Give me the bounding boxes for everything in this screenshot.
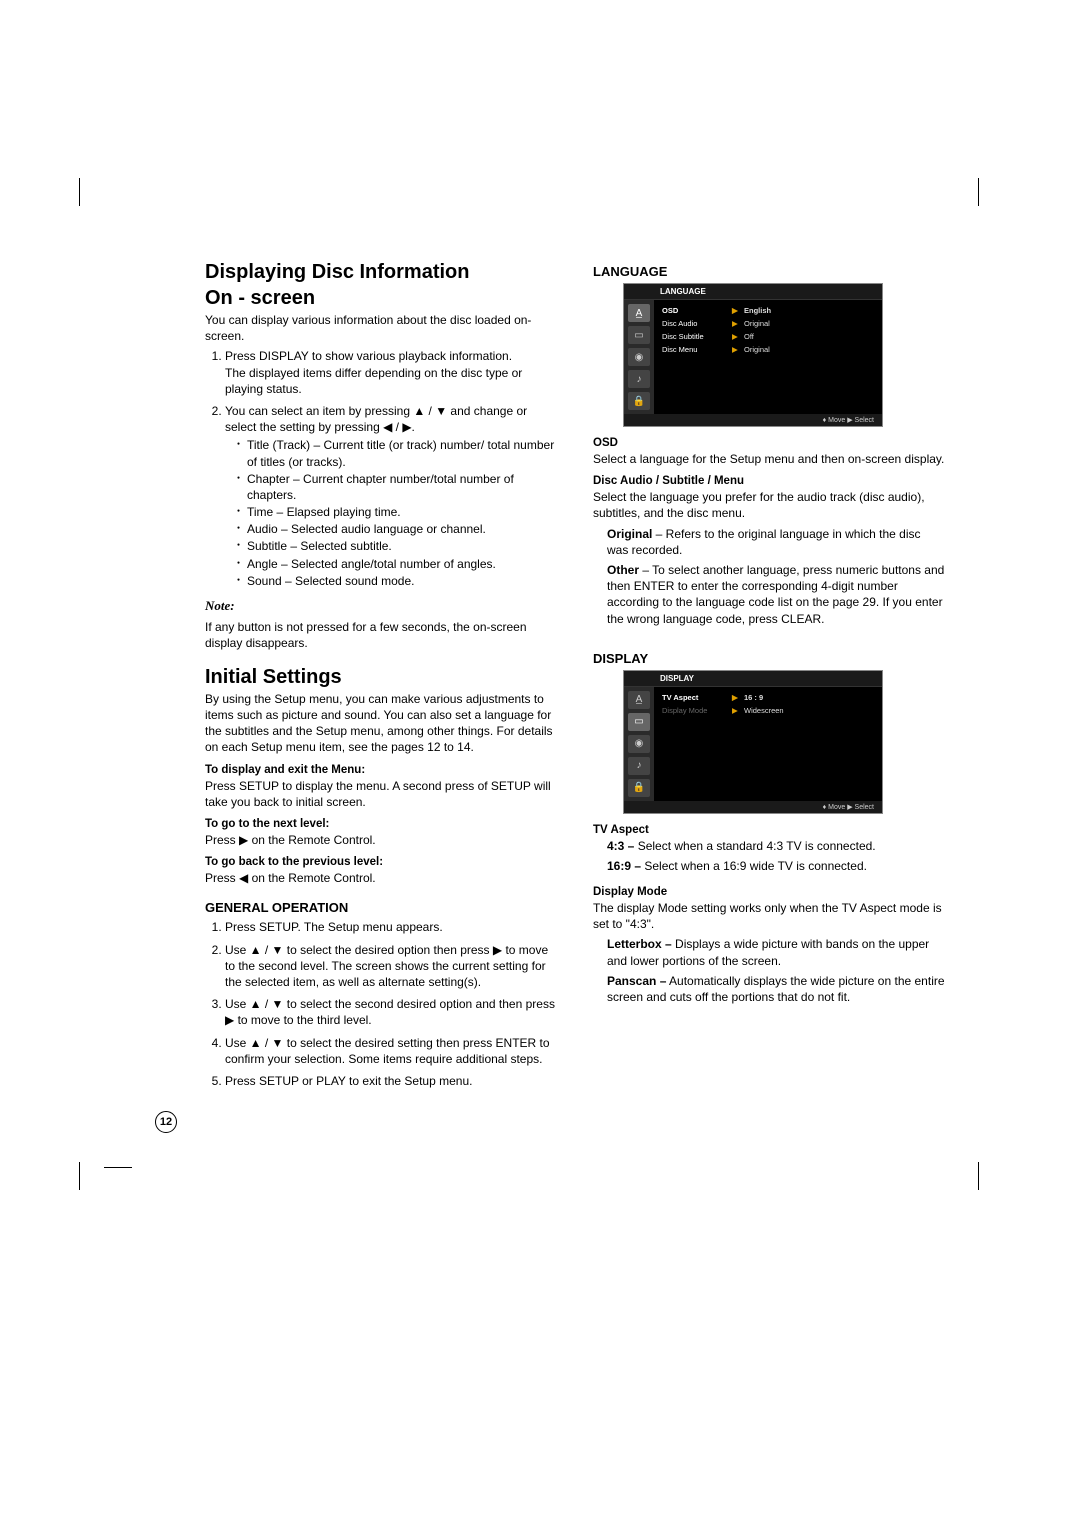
letterbox-text: Letterbox – Displays a wide picture with… xyxy=(607,936,945,968)
osd-footer-2: ♦ Move ▶ Select xyxy=(624,801,882,813)
tv43-rest: Select when a standard 4:3 TV is connect… xyxy=(634,839,875,853)
go4: Use ▲ / ▼ to select the desired setting … xyxy=(225,1035,557,1067)
sub-next-level: To go to the next level: xyxy=(205,818,557,830)
sub1-text: Press SETUP to display the menu. A secon… xyxy=(205,778,557,810)
right-column: LANGUAGE LANGUAGE A̲ ▭ ◉ ♪ 🔒 OSD▶English… xyxy=(593,260,945,1095)
note-label: Note: xyxy=(205,597,557,615)
osd-rows-language: OSD▶EnglishDisc Audio▶OriginalDisc Subti… xyxy=(654,300,882,414)
osd-row: Disc Audio▶Original xyxy=(662,317,874,330)
step2-text: You can select an item by pressing ▲ / ▼… xyxy=(225,404,527,434)
osd-row: Disc Subtitle▶Off xyxy=(662,330,874,343)
osd-sidebar-icons-2: A̲ ▭ ◉ ♪ 🔒 xyxy=(624,687,654,801)
original-rest: – Refers to the original language in whi… xyxy=(607,527,921,557)
language-icon: A̲ xyxy=(628,691,650,709)
tv43-bold: 4:3 – xyxy=(607,839,634,853)
music-icon: ♪ xyxy=(628,370,650,388)
li-chapter: Chapter – Current chapter number/total n… xyxy=(237,471,557,503)
osd-text: Select a language for the Setup menu and… xyxy=(593,451,945,467)
page-number: 12 xyxy=(155,1111,177,1133)
lock-icon: 🔒 xyxy=(628,779,650,797)
display-mode-heading: Display Mode xyxy=(593,886,945,898)
osd-sidebar-icons: A̲ ▭ ◉ ♪ 🔒 xyxy=(624,300,654,414)
step1-text: Press DISPLAY to show various playback i… xyxy=(225,349,512,363)
original-bold: Original xyxy=(607,527,652,541)
other-text: Other – To select another language, pres… xyxy=(607,562,945,627)
das-text: Select the language you prefer for the a… xyxy=(593,489,945,521)
li-audio: Audio – Selected audio language or chann… xyxy=(237,521,557,537)
osd-row: OSD▶English xyxy=(662,304,874,317)
osd-row: Disc Menu▶Original xyxy=(662,343,874,356)
music-icon: ♪ xyxy=(628,757,650,775)
ps-bold: Panscan – xyxy=(607,974,666,988)
heading-disc-info: Displaying Disc Information xyxy=(205,260,557,284)
audio-icon: ◉ xyxy=(628,348,650,366)
language-icon: A̲ xyxy=(628,304,650,322)
display-steps: Press DISPLAY to show various playback i… xyxy=(205,348,557,589)
lock-icon: 🔒 xyxy=(628,392,650,410)
heading-initial-settings: Initial Settings xyxy=(205,665,557,689)
tv169-rest: Select when a 16:9 wide TV is connected. xyxy=(641,859,867,873)
sub3-text: Press ◀ on the Remote Control. xyxy=(205,870,557,886)
osd-rows-display: TV Aspect▶16 : 9Display Mode▶Widescreen xyxy=(654,687,882,801)
li-sound: Sound – Selected sound mode. xyxy=(237,573,557,589)
go3: Use ▲ / ▼ to select the second desired o… xyxy=(225,996,557,1028)
osd-row: TV Aspect▶16 : 9 xyxy=(662,691,874,704)
heading-language: LANGUAGE xyxy=(593,264,945,279)
heading-general-operation: GENERAL OPERATION xyxy=(205,900,557,915)
intro-text: You can display various information abou… xyxy=(205,312,557,344)
sub2-text: Press ▶ on the Remote Control. xyxy=(205,832,557,848)
osd-row: Display Mode▶Widescreen xyxy=(662,704,874,717)
init-text: By using the Setup menu, you can make va… xyxy=(205,691,557,756)
note-text: If any button is not pressed for a few s… xyxy=(205,619,557,651)
sub-display-exit: To display and exit the Menu: xyxy=(205,764,557,776)
original-text: Original – Refers to the original langua… xyxy=(607,526,945,558)
panscan-text: Panscan – Automatically displays the wid… xyxy=(607,973,945,1005)
go1: Press SETUP. The Setup menu appears. xyxy=(225,919,557,935)
li-title: Title (Track) – Current title (or track)… xyxy=(237,437,557,469)
heading-on-screen: On - screen xyxy=(205,286,557,310)
tv-43: 4:3 – Select when a standard 4:3 TV is c… xyxy=(607,838,945,854)
display-icon: ▭ xyxy=(628,326,650,344)
sub-prev-level: To go back to the previous level: xyxy=(205,856,557,868)
left-column: Displaying Disc Information On - screen … xyxy=(205,260,557,1095)
step-1: Press DISPLAY to show various playback i… xyxy=(225,348,557,397)
go2: Use ▲ / ▼ to select the desired option t… xyxy=(225,942,557,991)
tv169-bold: 16:9 – xyxy=(607,859,641,873)
osd-footer: ♦ Move ▶ Select xyxy=(624,414,882,426)
osd-display-menu: DISPLAY A̲ ▭ ◉ ♪ 🔒 TV Aspect▶16 : 9Displ… xyxy=(623,670,883,814)
display-icon: ▭ xyxy=(628,713,650,731)
other-bold: Other xyxy=(607,563,639,577)
li-angle: Angle – Selected angle/total number of a… xyxy=(237,556,557,572)
item-list: Title (Track) – Current title (or track)… xyxy=(225,437,557,589)
li-subtitle: Subtitle – Selected subtitle. xyxy=(237,538,557,554)
li-time: Time – Elapsed playing time. xyxy=(237,504,557,520)
das-heading: Disc Audio / Subtitle / Menu xyxy=(593,475,945,487)
manual-page: Displaying Disc Information On - screen … xyxy=(0,0,1080,1155)
dm-text: The display Mode setting works only when… xyxy=(593,900,945,932)
osd-title-display: DISPLAY xyxy=(624,671,882,687)
tv-169: 16:9 – Select when a 16:9 wide TV is con… xyxy=(607,858,945,874)
osd-title: LANGUAGE xyxy=(624,284,882,300)
go5: Press SETUP or PLAY to exit the Setup me… xyxy=(225,1073,557,1089)
other-rest: – To select another language, press nume… xyxy=(607,563,944,626)
step-2: You can select an item by pressing ▲ / ▼… xyxy=(225,403,557,589)
osd-heading: OSD xyxy=(593,437,945,449)
heading-display: DISPLAY xyxy=(593,651,945,666)
step1b-text: The displayed items differ depending on … xyxy=(225,366,522,396)
tv-aspect-heading: TV Aspect xyxy=(593,824,945,836)
general-op-steps: Press SETUP. The Setup menu appears. Use… xyxy=(205,919,557,1089)
audio-icon: ◉ xyxy=(628,735,650,753)
lb-bold: Letterbox – xyxy=(607,937,672,951)
osd-language-menu: LANGUAGE A̲ ▭ ◉ ♪ 🔒 OSD▶EnglishDisc Audi… xyxy=(623,283,883,427)
